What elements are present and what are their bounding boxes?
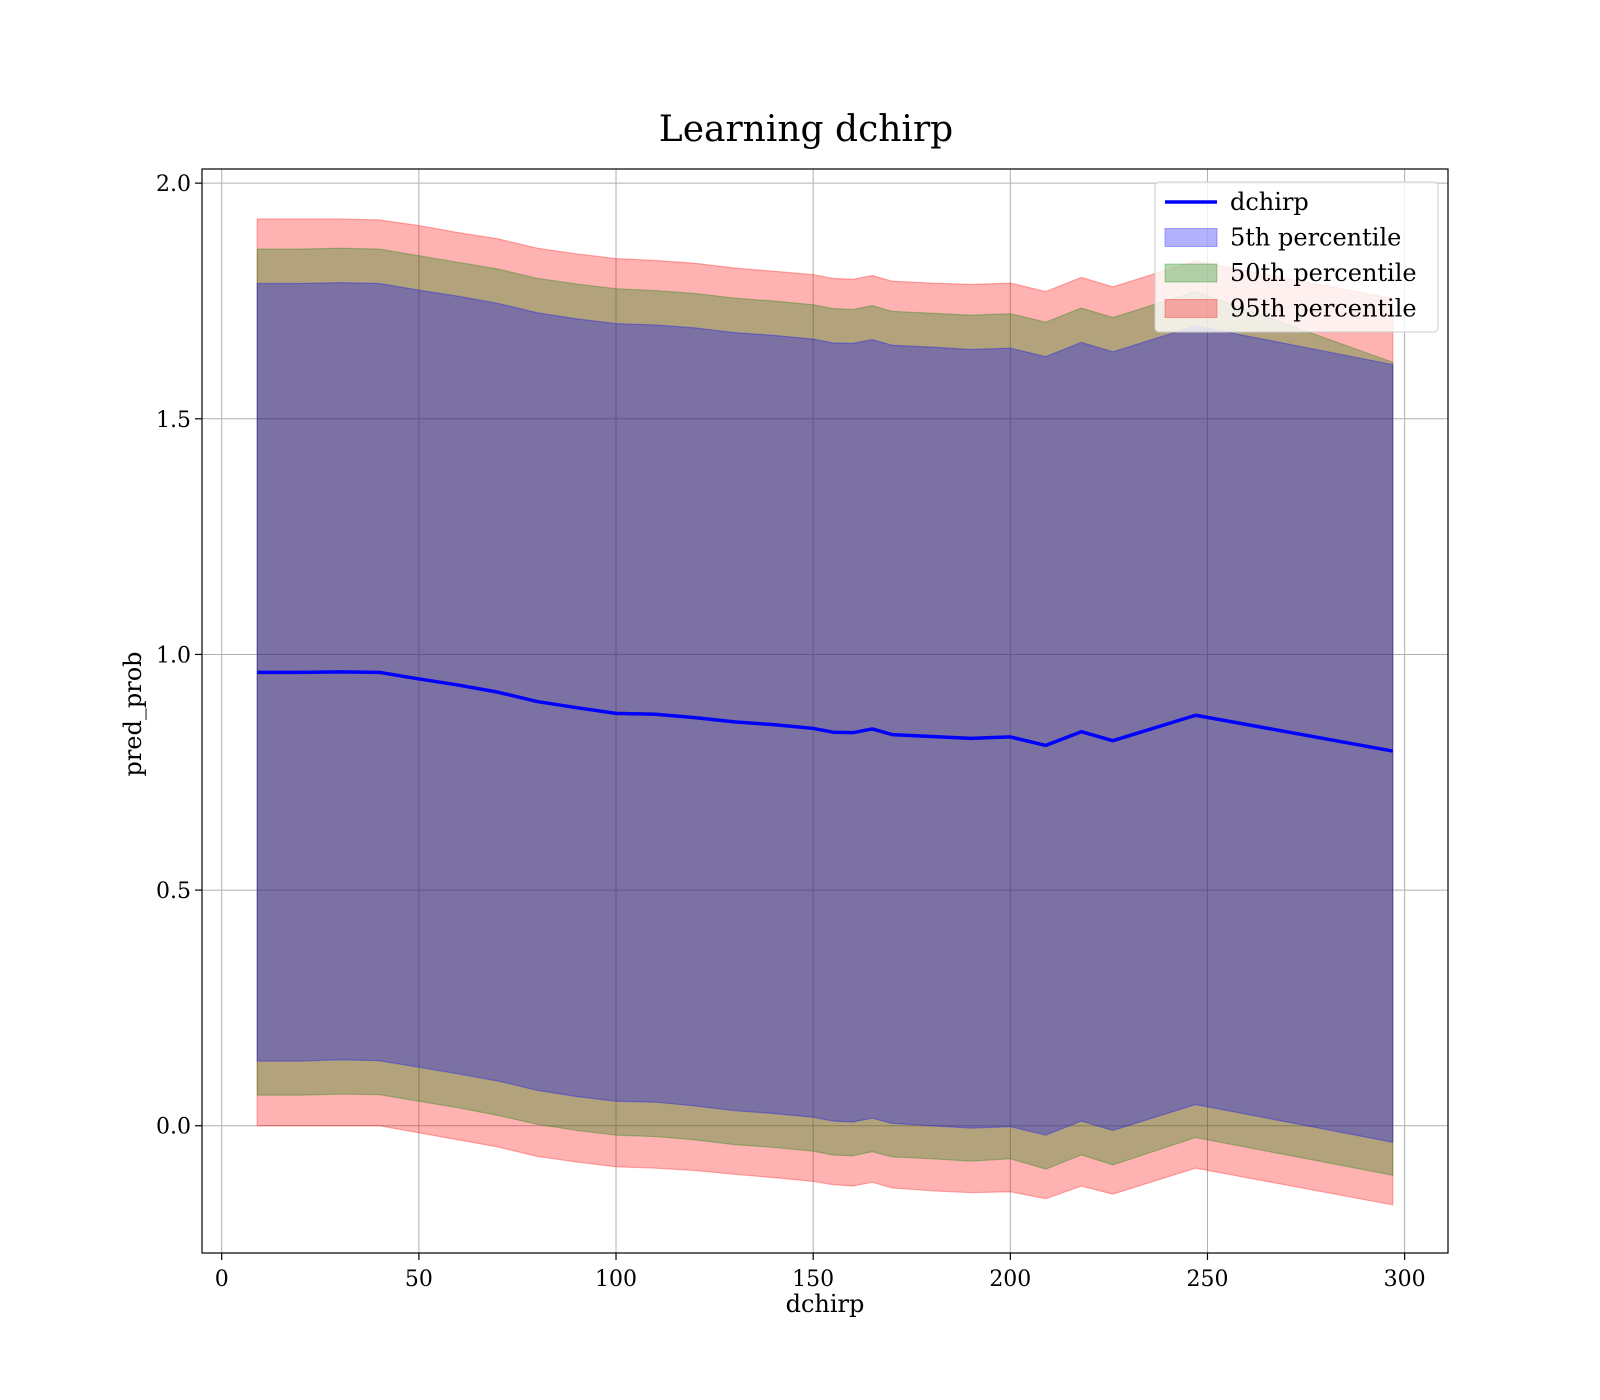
percentile-bands xyxy=(256,218,1394,1206)
y-tick-label: 1.0 xyxy=(156,643,191,668)
x-tick-label: 0 xyxy=(215,1267,229,1292)
x-axis-label: dchirp xyxy=(786,1290,865,1318)
band-95th-percentile xyxy=(256,218,1394,1206)
y-tick-label: 0.5 xyxy=(156,879,191,904)
legend-label: 50th percentile xyxy=(1230,259,1417,287)
series-line-dchirp xyxy=(257,670,1394,753)
series-lines xyxy=(257,670,1394,753)
y-tick-label: 2.0 xyxy=(156,172,191,197)
legend-swatch-patch xyxy=(1164,299,1218,318)
y-axis-label: pred_prob xyxy=(119,651,147,776)
x-tick-label: 50 xyxy=(405,1267,433,1292)
legend-box xyxy=(1154,181,1439,333)
x-tick-label: 100 xyxy=(595,1267,637,1292)
y-tick-label: 0.0 xyxy=(156,1115,191,1140)
grid xyxy=(202,169,1448,1253)
plot-frame xyxy=(201,168,1449,1254)
x-tick-label: 250 xyxy=(1186,1267,1228,1292)
band-50th-percentile xyxy=(256,247,1394,1176)
axis-ticks: 0 50 100 150 200 250 300 0.0 0.5 1.0 1.5 2.0 xyxy=(156,172,1426,1292)
legend-label: 5th percentile xyxy=(1230,224,1401,252)
legend-swatch-patch xyxy=(1164,228,1218,247)
legend: dchirp 5th percentile 50th percentile 95th … xyxy=(1154,181,1439,333)
legend-label: 95th percentile xyxy=(1230,295,1417,323)
band-5th-percentile xyxy=(256,281,1394,1143)
x-tick-label: 300 xyxy=(1384,1267,1426,1292)
y-tick-label: 1.5 xyxy=(156,408,191,433)
x-tick-label: 200 xyxy=(989,1267,1031,1292)
chart-title: Learning dchirp xyxy=(659,109,953,150)
x-tick-label: 150 xyxy=(792,1267,834,1292)
legend-label: dchirp xyxy=(1230,188,1309,216)
legend-swatch-patch xyxy=(1164,263,1218,283)
